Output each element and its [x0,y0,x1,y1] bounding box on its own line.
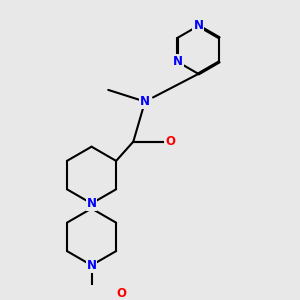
Text: N: N [172,55,183,68]
Text: O: O [165,135,175,148]
Text: N: N [140,95,150,108]
Text: N: N [86,259,97,272]
Text: O: O [117,287,127,300]
Text: N: N [194,19,203,32]
Text: N: N [86,197,97,210]
